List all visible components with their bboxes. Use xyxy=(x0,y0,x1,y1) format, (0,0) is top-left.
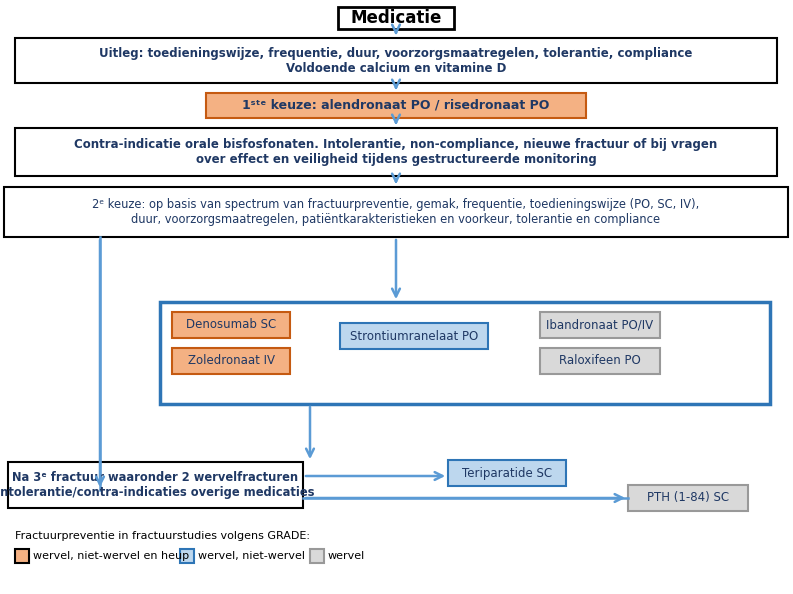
Text: Teriparatide SC: Teriparatide SC xyxy=(462,466,552,479)
Text: Denosumab SC: Denosumab SC xyxy=(186,318,276,331)
Text: Strontiumranelaat PO: Strontiumranelaat PO xyxy=(350,330,478,343)
Text: 2ᵉ keuze: op basis van spectrum van fractuurpreventie, gemak, frequentie, toedie: 2ᵉ keuze: op basis van spectrum van frac… xyxy=(92,198,699,226)
Text: Fractuurpreventie in fractuurstudies volgens GRADE:: Fractuurpreventie in fractuurstudies vol… xyxy=(15,531,310,541)
Bar xyxy=(628,485,748,511)
Bar xyxy=(4,187,788,237)
Bar xyxy=(540,312,660,338)
Text: Contra-indicatie orale bisfosfonaten. Intolerantie, non-compliance, nieuwe fract: Contra-indicatie orale bisfosfonaten. In… xyxy=(75,138,718,166)
Text: wervel, niet-wervel en heup: wervel, niet-wervel en heup xyxy=(33,551,189,561)
Text: Medicatie: Medicatie xyxy=(351,9,442,27)
Bar xyxy=(15,549,29,563)
Text: Zoledronaat IV: Zoledronaat IV xyxy=(187,355,274,368)
Bar xyxy=(206,93,586,118)
Bar xyxy=(340,323,488,349)
Bar xyxy=(310,549,324,563)
Text: Raloxifeen PO: Raloxifeen PO xyxy=(559,355,641,368)
Text: Ibandronaat PO/IV: Ibandronaat PO/IV xyxy=(546,318,653,331)
Text: Uitleg: toedieningswijze, frequentie, duur, voorzorgsmaatregelen, tolerantie, co: Uitleg: toedieningswijze, frequentie, du… xyxy=(99,46,693,74)
Bar xyxy=(8,462,303,508)
Bar xyxy=(172,348,290,374)
Bar xyxy=(448,460,566,486)
Text: Na 3ᵉ fractuur waaronder 2 wervelfracturen
Intolerantie/contra-indicaties overig: Na 3ᵉ fractuur waaronder 2 wervelfractur… xyxy=(0,471,315,499)
Bar xyxy=(15,128,777,176)
Bar xyxy=(180,549,194,563)
Text: wervel, niet-wervel: wervel, niet-wervel xyxy=(198,551,305,561)
Text: PTH (1-84) SC: PTH (1-84) SC xyxy=(647,491,729,504)
Bar xyxy=(160,302,770,404)
Text: 1ˢᵗᵉ keuze: alendronaat PO / risedronaat PO: 1ˢᵗᵉ keuze: alendronaat PO / risedronaat… xyxy=(243,99,550,112)
Bar xyxy=(172,312,290,338)
Bar xyxy=(15,38,777,83)
Bar xyxy=(540,348,660,374)
Bar xyxy=(338,7,454,29)
Text: wervel: wervel xyxy=(328,551,366,561)
